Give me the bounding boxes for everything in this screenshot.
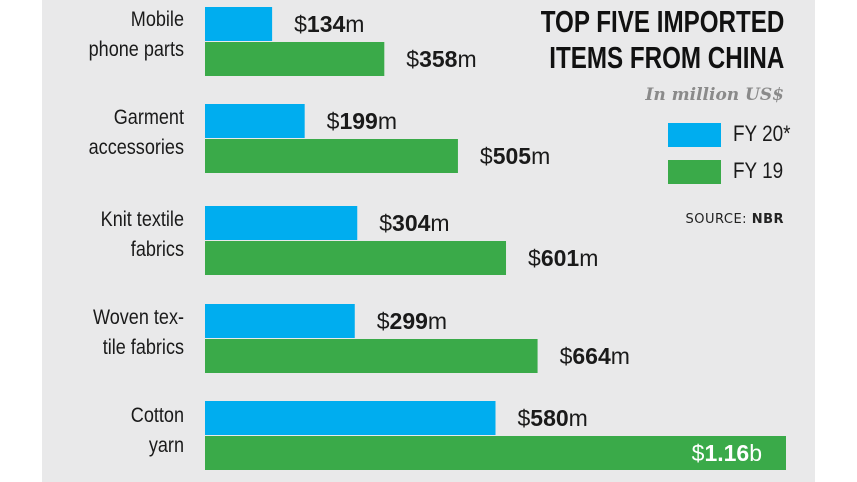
bar-fy20-knit-textile-fabrics bbox=[205, 206, 358, 240]
bar-fy19-woven-textile-fabrics bbox=[205, 339, 538, 373]
data-label-fy20-garment-accessories: $199m bbox=[327, 108, 397, 134]
category-label-woven-textile-fabrics: Woven tex-tile fabrics bbox=[92, 306, 184, 359]
data-label-fy20-knit-textile-fabrics: $304m bbox=[379, 210, 449, 236]
legend-swatch-fy19 bbox=[668, 160, 721, 184]
bar-fy19-cotton-yarn bbox=[205, 436, 786, 470]
chart-title: TOP FIVE IMPORTED ITEMS FROM CHINA bbox=[540, 4, 784, 75]
data-label-fy20-mobile-phone-parts: $134m bbox=[294, 11, 364, 37]
legend-swatch-fy20 bbox=[668, 123, 721, 147]
bar-fy19-knit-textile-fabrics bbox=[205, 241, 507, 275]
bar-fy20-cotton-yarn bbox=[205, 401, 496, 435]
source-name: NBR bbox=[751, 212, 784, 227]
data-label-fy19-garment-accessories: $505m bbox=[480, 143, 550, 169]
category-label-knit-textile-fabrics: Knit textile fabrics bbox=[100, 208, 184, 261]
bar-fy19-mobile-phone-parts bbox=[205, 42, 385, 76]
data-label-fy20-cotton-yarn: $580m bbox=[518, 405, 588, 431]
bar-fy20-garment-accessories bbox=[205, 104, 305, 138]
source-note: SOURCE: NBR bbox=[685, 212, 784, 227]
bar-fy20-woven-textile-fabrics bbox=[205, 304, 355, 338]
data-label-fy20-woven-textile-fabrics: $299m bbox=[377, 308, 447, 334]
data-label-fy19-knit-textile-fabrics: $601m bbox=[528, 245, 598, 271]
bar-fy20-mobile-phone-parts bbox=[205, 7, 273, 41]
category-label-garment-accessories: Garment accessories bbox=[88, 106, 184, 159]
source-prefix: SOURCE: bbox=[685, 212, 752, 227]
legend-label-fy19: FY 19 bbox=[733, 158, 784, 183]
category-label-cotton-yarn: Cotton yarn bbox=[130, 404, 184, 457]
legend-label-fy20: FY 20* bbox=[733, 121, 791, 146]
data-label-fy19-cotton-yarn: $1.16b bbox=[692, 440, 762, 466]
bar-fy19-garment-accessories bbox=[205, 139, 458, 173]
chart-subtitle: In million US$ bbox=[645, 85, 784, 105]
category-label-mobile-phone-parts: Mobile phone parts bbox=[88, 8, 184, 61]
data-label-fy19-woven-textile-fabrics: $664m bbox=[560, 343, 630, 369]
data-label-fy19-mobile-phone-parts: $358m bbox=[406, 46, 476, 72]
